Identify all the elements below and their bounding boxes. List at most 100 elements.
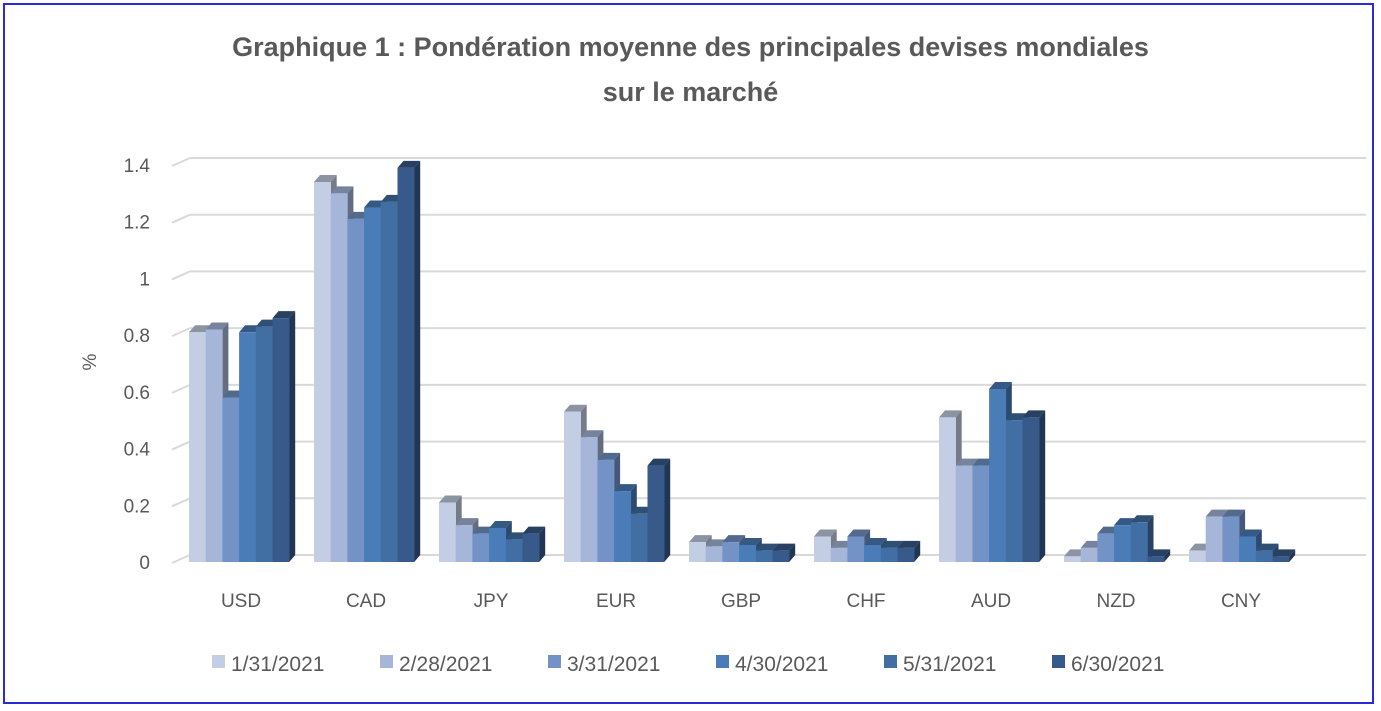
bar-top [864,537,887,545]
bar-front [722,542,740,562]
x-tick-label: GBP [721,591,761,612]
y-tick-label: 0.8 [124,326,150,347]
legend-label: 2/28/2021 [399,653,492,676]
bar-side [1147,515,1154,562]
bar-top [897,540,921,548]
bar-top [989,382,1012,390]
bar [1130,515,1154,562]
bar-front [989,389,1007,562]
bar-top [1272,549,1296,557]
bar-top [814,529,837,537]
bar [1147,549,1171,562]
bar-front [1147,556,1165,562]
bar-front [897,547,915,562]
bar-front [472,533,490,562]
bar-front [755,550,773,562]
bar-front [505,539,523,562]
bar-front [955,465,973,562]
bar-top [1222,509,1246,517]
bar-front [239,332,257,562]
chart-title-line-1: Graphique 1 : Pondération moyenne des pr… [232,32,1149,62]
gridline-depth [171,213,191,224]
bar-front [1272,556,1290,562]
bar-front [397,167,415,563]
bar-top [1130,515,1154,523]
bar-front [489,527,507,562]
bar-front [222,397,240,562]
bar [772,543,796,562]
gridline-depth [171,157,191,167]
bar-front [1114,525,1132,562]
bar-top [564,404,587,412]
bar-side [1164,549,1171,562]
bar-front [739,544,757,562]
legend-swatch [380,655,393,668]
bar-top [330,186,354,194]
legend-label: 5/31/2021 [903,653,996,676]
bar-top [772,543,796,551]
legend-label: 3/31/2021 [567,653,660,676]
bar-front [314,182,331,562]
bar-top [314,175,337,183]
bar-front [455,525,473,562]
bar-front [772,550,790,562]
bar-front [939,417,956,562]
bar-front [972,465,990,562]
bar-front [1064,556,1081,562]
y-tick-label: 1.4 [124,156,151,177]
bar-front [689,542,706,562]
gridline-depth [171,497,191,508]
bar [272,311,296,562]
legend-label: 4/30/2021 [735,653,828,676]
bar-top [1022,410,1046,418]
bar-front [1239,536,1257,562]
y-tick-label: 0.6 [124,383,150,404]
legend-swatch [716,655,729,668]
x-tick-label: CAD [346,591,386,612]
y-tick-label: 1 [139,269,150,290]
bar-front [614,491,632,562]
gridline-depth [171,554,191,564]
bar-side [539,526,546,562]
bar-top [397,160,421,168]
chart-frame [3,3,1374,704]
bar-top [205,322,229,330]
bar-top [489,520,512,528]
bar-front [580,437,598,562]
bar-front [1189,550,1206,562]
legend-swatch [1052,655,1065,668]
bar-front [1080,547,1098,562]
bar-front [1097,533,1115,562]
bar-top [1239,529,1262,537]
bar-front [380,201,398,562]
legend-swatch [212,655,225,668]
bar-front [255,326,273,562]
bar-front [1130,522,1148,562]
x-tick-label: NZD [1096,591,1135,612]
legend-swatch [884,655,897,668]
bar-front [272,318,290,562]
y-tick-label: 0.2 [124,496,150,517]
bar-front [830,547,848,562]
bar-front [647,465,665,562]
bar-front [364,207,382,563]
bar-side [289,311,296,562]
bar [647,458,671,562]
bar [397,160,421,563]
bar-top [439,495,462,503]
bar-front [880,547,898,562]
bar [1022,410,1046,562]
bar-top [597,452,621,460]
bar-side [414,160,421,563]
bar-top [455,518,479,526]
bar [897,540,921,562]
bar-front [814,536,831,562]
x-tick-label: EUR [596,591,636,612]
bar-top [580,430,604,438]
bar-top [1205,509,1229,517]
bar-front [1205,516,1223,562]
y-tick-label: 0.4 [124,440,151,461]
bar-front [564,411,581,562]
gridline-depth [171,383,191,394]
